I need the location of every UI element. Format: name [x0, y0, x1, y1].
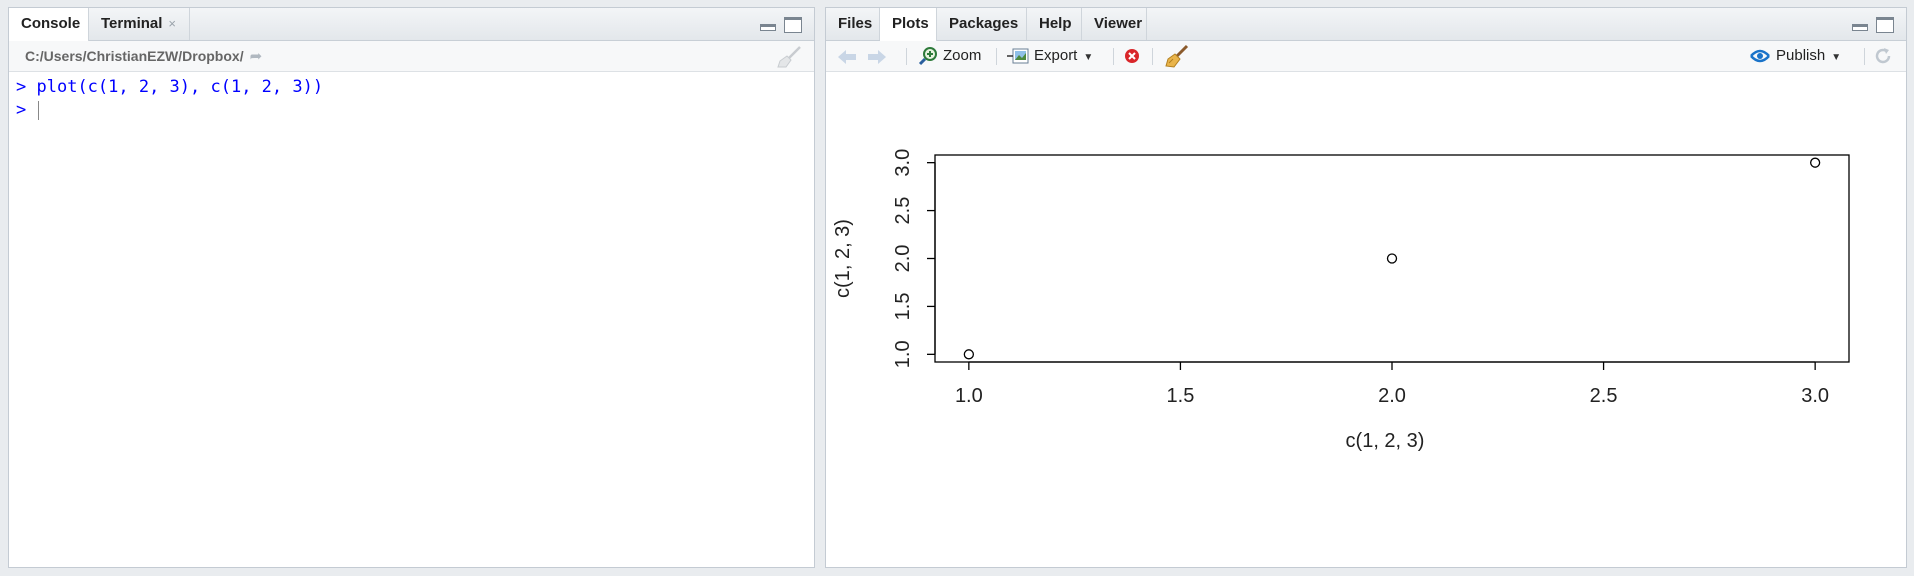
console-line: > plot(c(1, 2, 3), c(1, 2, 3)) [16, 76, 814, 99]
plots-toolbar: Zoom Export ▼ [826, 41, 1906, 72]
working-directory: C:/Users/ChristianEZW/Dropbox/ ➦ [25, 41, 262, 72]
close-icon[interactable]: × [168, 16, 176, 31]
toolbar-separator [1864, 48, 1865, 65]
plot-viewer[interactable]: 1.0 1.5 2.0 2.5 3.0 1.0 1.5 2.0 2.5 3.0 c(1, 2, 3)… [826, 72, 1906, 567]
tab-files[interactable]: Files [826, 8, 880, 40]
plot-frame [934, 154, 1850, 363]
remove-plot-icon[interactable] [1124, 48, 1140, 64]
toolbar-separator [1113, 48, 1114, 65]
clear-console-icon[interactable] [776, 46, 802, 68]
chevron-down-icon: ▼ [1083, 52, 1094, 63]
y-tick-label: 2.0 [892, 245, 914, 273]
arrow-right-icon[interactable] [866, 48, 888, 66]
tab-console-label: Console [21, 15, 81, 32]
console-tabbar: Console Terminal × [9, 8, 814, 41]
x-tick-label: 1.0 [955, 385, 983, 407]
text-cursor [37, 100, 39, 120]
export-button[interactable]: Export ▼ [1007, 41, 1093, 71]
y-tick-label: 1.0 [892, 340, 914, 368]
y-axis-label: c(1, 2, 3) [832, 219, 854, 298]
toolbar-separator [906, 48, 907, 65]
x-tick-label: 1.5 [1167, 385, 1195, 407]
tab-help-label: Help [1039, 15, 1072, 32]
scatter-plot: 1.0 1.5 2.0 2.5 3.0 1.0 1.5 2.0 2.5 3.0 c(1, 2, 3)… [832, 149, 1850, 452]
publish-label: Publish [1776, 47, 1826, 64]
publish-button[interactable]: Publish ▼ [1750, 41, 1841, 71]
console-prompt: > [16, 77, 27, 97]
tab-viewer-label: Viewer [1094, 15, 1143, 32]
y-tick-label: 3.0 [892, 149, 914, 177]
data-point [1386, 253, 1398, 264]
x-axis-label: c(1, 2, 3) [1346, 430, 1425, 452]
go-to-directory-icon[interactable]: ➦ [249, 48, 263, 65]
console-prompt: > [16, 100, 27, 120]
minimize-icon[interactable] [1852, 24, 1868, 31]
publish-icon [1750, 49, 1770, 63]
tab-plots-label: Plots [892, 15, 929, 32]
zoom-button[interactable]: Zoom [918, 41, 981, 71]
toolbar-separator [1152, 48, 1153, 65]
refresh-icon[interactable] [1873, 46, 1893, 66]
working-directory-path: C:/Users/ChristianEZW/Dropbox/ [25, 48, 244, 64]
export-label: Export [1034, 47, 1078, 64]
console-line: > [16, 99, 814, 122]
minimize-icon[interactable] [760, 24, 776, 31]
x-tick-label: 2.5 [1590, 385, 1618, 407]
zoom-label: Zoom [943, 47, 982, 64]
maximize-icon[interactable] [1876, 17, 1894, 33]
console-command: plot(c(1, 2, 3), c(1, 2, 3)) [36, 77, 324, 97]
tab-viewer[interactable]: Viewer [1082, 8, 1147, 40]
chevron-down-icon: ▼ [1831, 52, 1842, 63]
data-point [963, 349, 975, 360]
plots-pane: Files Plots Packages Help Viewer [825, 7, 1907, 568]
toolbar-separator [996, 48, 997, 65]
console-pane: Console Terminal × C:/Users/ChristianEZW/… [8, 7, 815, 568]
magnifier-icon [918, 47, 937, 66]
tab-terminal[interactable]: Terminal × [89, 8, 190, 40]
console-path-bar: C:/Users/ChristianEZW/Dropbox/ ➦ [9, 41, 814, 72]
plots-tabbar: Files Plots Packages Help Viewer [826, 8, 1906, 41]
maximize-icon[interactable] [784, 17, 802, 33]
tab-files-label: Files [838, 15, 873, 32]
tab-packages[interactable]: Packages [937, 8, 1027, 40]
data-point [1809, 157, 1821, 168]
x-tick-label: 3.0 [1801, 385, 1829, 407]
arrow-left-icon[interactable] [836, 48, 858, 66]
tab-terminal-label: Terminal [101, 15, 163, 32]
y-tick-label: 2.5 [892, 197, 914, 225]
x-tick-label: 2.0 [1378, 385, 1406, 407]
tab-console[interactable]: Console [9, 8, 89, 41]
tab-packages-label: Packages [949, 15, 1019, 32]
export-icon [1007, 48, 1029, 64]
tab-plots[interactable]: Plots [880, 8, 937, 41]
broom-icon[interactable] [1164, 44, 1190, 68]
tab-help[interactable]: Help [1027, 8, 1082, 40]
console-output[interactable]: > plot(c(1, 2, 3), c(1, 2, 3)) > [9, 72, 814, 567]
y-tick-label: 1.5 [892, 293, 914, 321]
